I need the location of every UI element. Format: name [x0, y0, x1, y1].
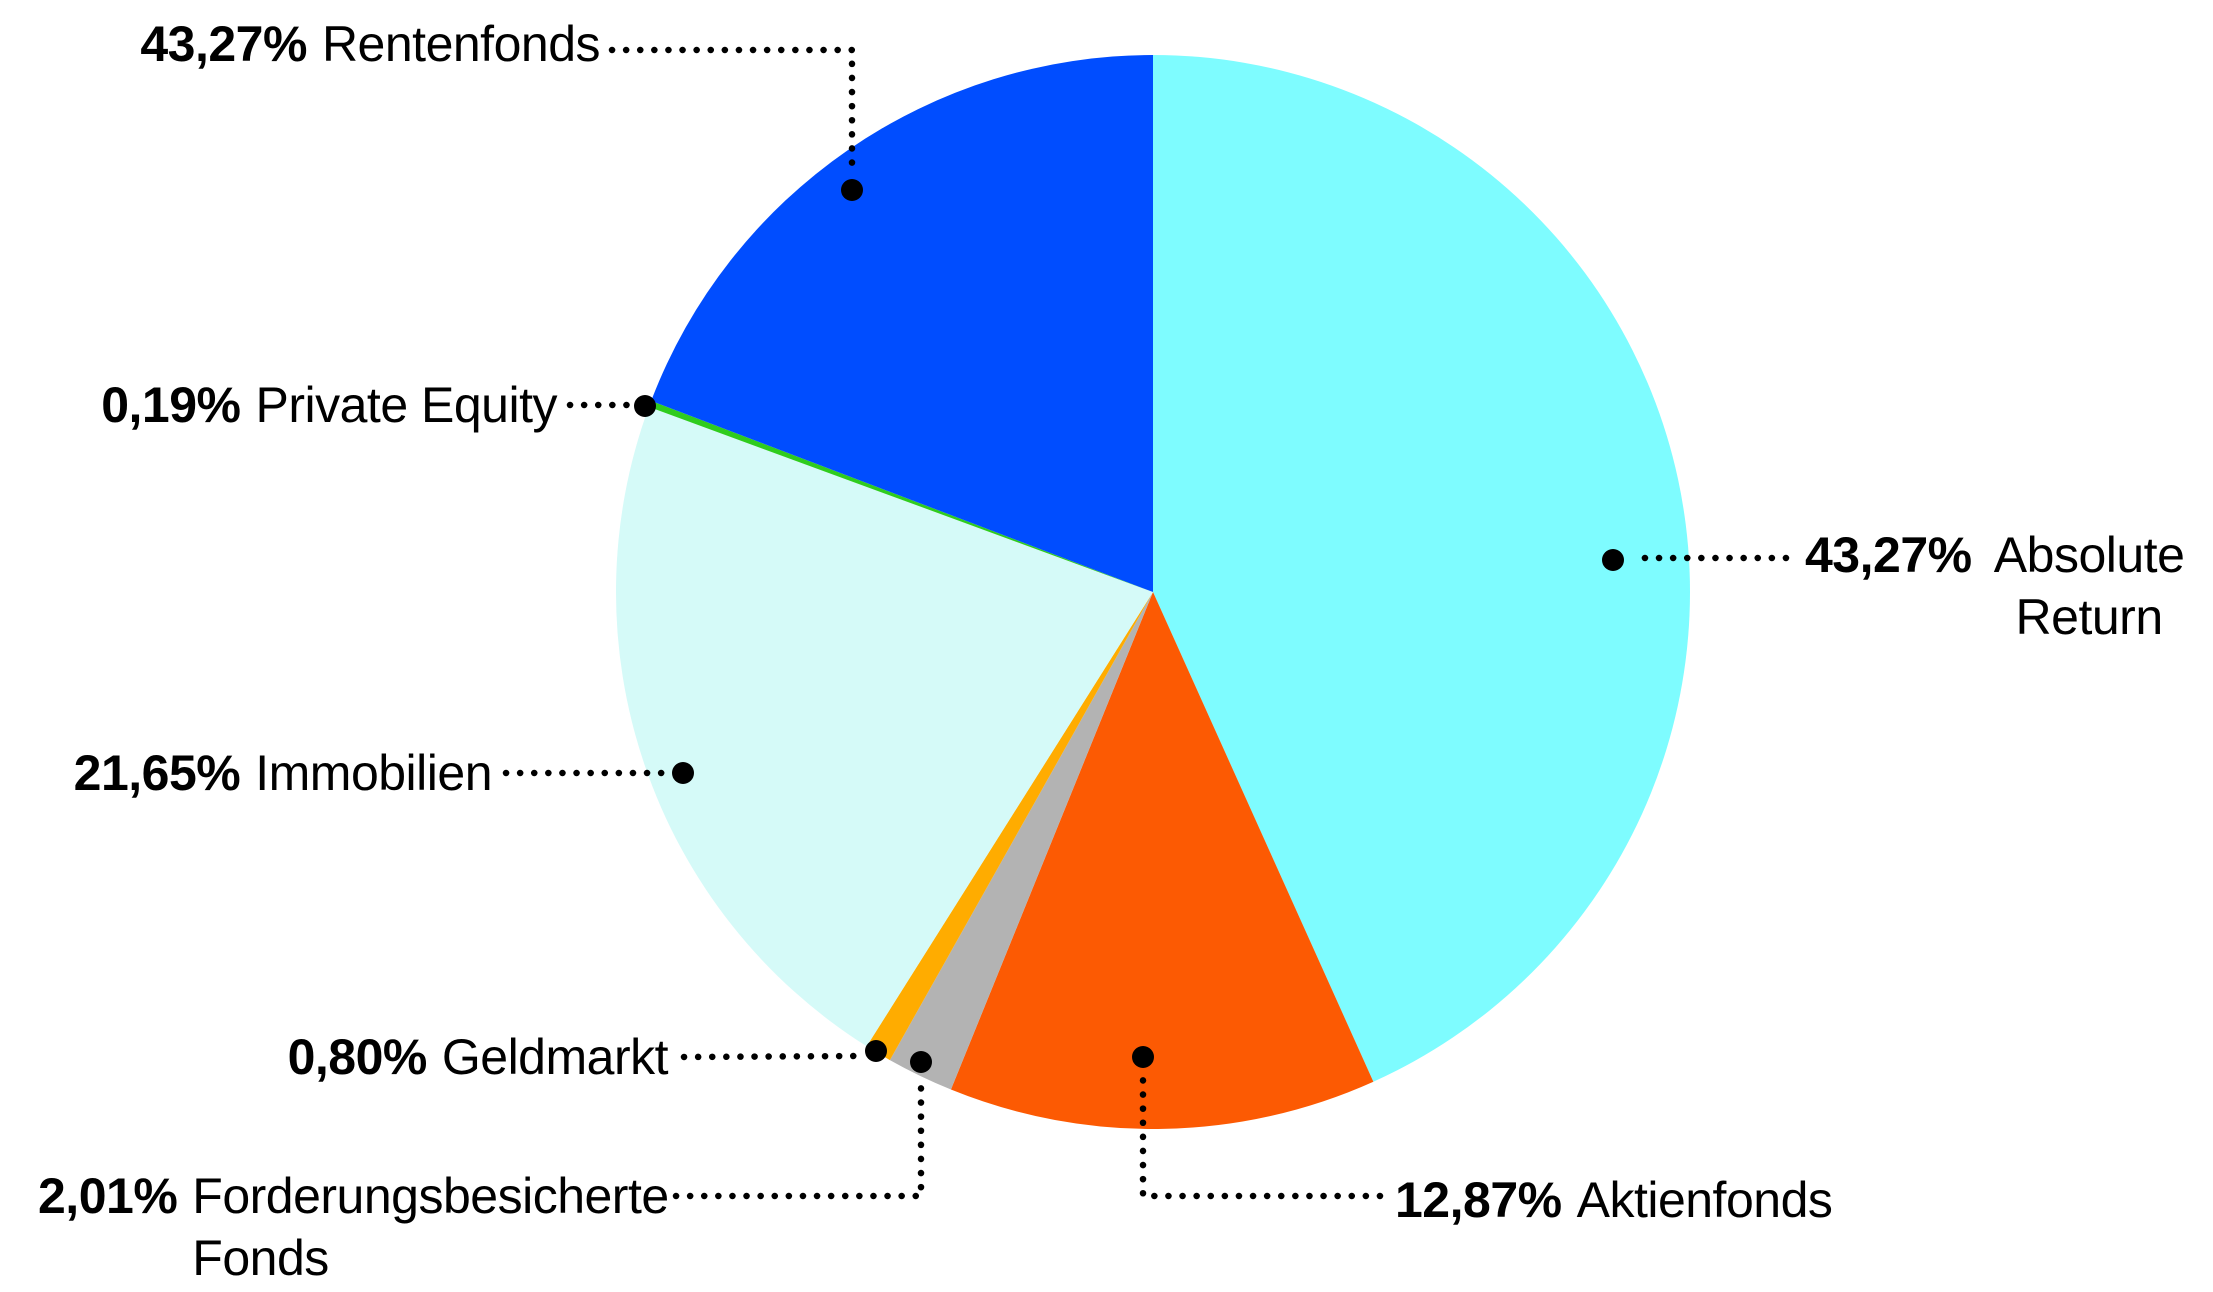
category-name: Geldmarkt	[441, 1029, 669, 1085]
leader-line-forderungsbesicherte-fonds	[672, 1074, 925, 1200]
label-rentenfonds: 43,27% Rentenfonds	[140, 13, 600, 75]
slice-aktienfonds	[950, 592, 1374, 1129]
label-private-equity: 0,19% Private Equity	[101, 374, 557, 436]
leader-dot-absolute-return	[1602, 549, 1624, 571]
slice-private-equity	[648, 400, 1153, 592]
leader-dot-aktienfonds	[1132, 1046, 1154, 1068]
leader-dot-private-equity	[634, 395, 656, 417]
label-geldmarkt: 0,80% Geldmarkt	[287, 1026, 669, 1088]
leader-dot-geldmarkt	[865, 1040, 887, 1062]
leader-line-rentenfonds	[608, 46, 856, 180]
slice-immobilien	[616, 406, 1153, 1047]
label-absolute-return: 43,27% Absolute Return	[1805, 524, 2192, 648]
category-name: Forderungsbesicherte Fonds	[192, 1168, 669, 1286]
percent-value: 2,01%	[38, 1168, 178, 1224]
label-immobilien: 21,65% Immobilien	[73, 742, 493, 804]
leader-line-geldmarkt	[680, 1052, 862, 1061]
percent-value: 43,27%	[1805, 527, 1972, 583]
percent-value: 21,65%	[73, 745, 241, 801]
slice-forderungsbesicherte-fonds	[889, 592, 1153, 1090]
leader-dot-rentenfonds	[841, 179, 863, 201]
percent-value: 0,19%	[101, 377, 241, 433]
category-name: Aktienfonds	[1576, 1172, 1833, 1228]
category-name: Immobilien	[255, 745, 492, 801]
leader-dot-forderungsbesicherte-fonds	[910, 1051, 932, 1073]
label-aktienfonds: 12,87% Aktienfonds	[1395, 1169, 1833, 1231]
category-name: Absolute Return	[1993, 527, 2185, 645]
slice-absolute-return	[1153, 55, 1690, 1082]
percent-value: 12,87%	[1395, 1172, 1562, 1228]
percent-value: 0,80%	[287, 1029, 428, 1085]
category-name: Private Equity	[255, 377, 558, 433]
label-forderungsbesicherte-fonds: 2,01% Forderungsbesicherte Fonds	[38, 1165, 692, 1289]
leader-line-aktienfonds	[1139, 1068, 1384, 1200]
slice-geldmarkt	[866, 592, 1153, 1061]
leader-dot-immobilien	[672, 762, 694, 784]
slice-rentenfonds	[651, 54, 1153, 592]
category-name: Rentenfonds	[321, 16, 601, 72]
percent-value: 43,27%	[140, 16, 307, 72]
